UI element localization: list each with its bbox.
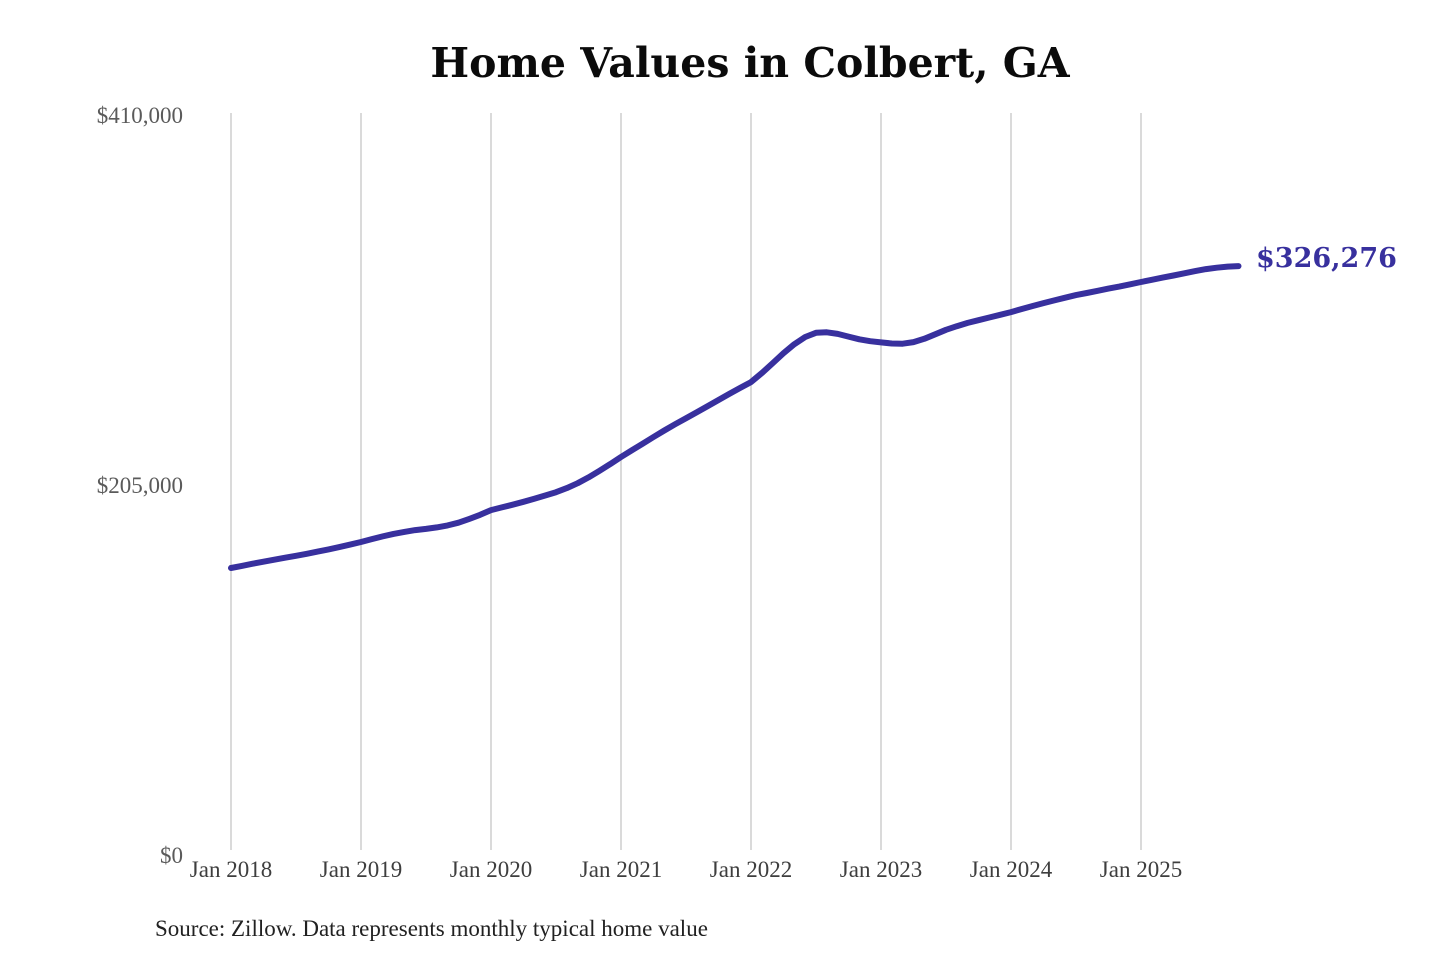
source-note: Source: Zillow. Data represents monthly … xyxy=(155,916,708,941)
x-tick-label-jan-2021: Jan 2021 xyxy=(579,857,663,882)
vertical-gridlines xyxy=(230,113,1142,850)
x-tick-label-jan-2025: Jan 2025 xyxy=(1099,857,1183,882)
x-tick-label-jan-2024: Jan 2024 xyxy=(969,857,1053,882)
x-tick-label-jan-2018: Jan 2018 xyxy=(189,857,273,882)
y-tick-label-0: $0 xyxy=(160,843,183,868)
x-tick-label-jan-2023: Jan 2023 xyxy=(839,857,923,882)
y-tick-label-205000: $205,000 xyxy=(96,473,183,498)
x-tick-label-jan-2020: Jan 2020 xyxy=(449,857,533,882)
chart-title: Home Values in Colbert, GA xyxy=(430,39,1070,87)
y-tick-label-410000: $410,000 xyxy=(96,103,183,128)
x-tick-label-jan-2019: Jan 2019 xyxy=(319,857,403,882)
latest-value-label: $326,276 xyxy=(1256,243,1397,274)
x-tick-label-jan-2022: Jan 2022 xyxy=(709,857,793,882)
home-value-line xyxy=(228,263,1242,571)
